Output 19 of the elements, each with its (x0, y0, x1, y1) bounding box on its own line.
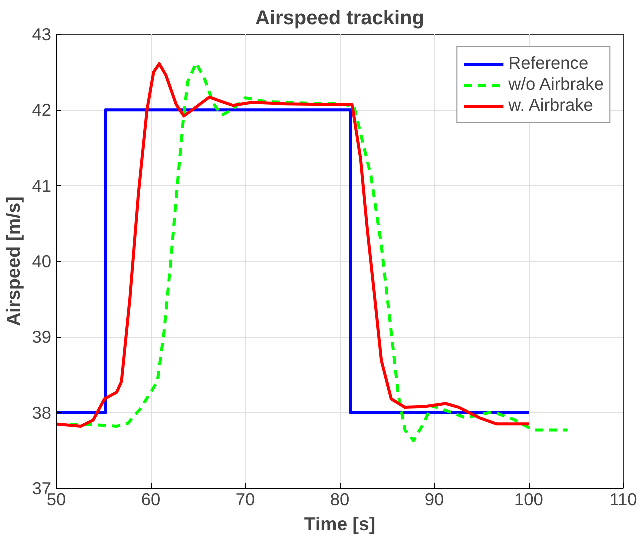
x-axis-title: Time [s] (304, 514, 376, 534)
y-tick-label: 38 (32, 402, 52, 423)
chart-title: Airspeed tracking (256, 8, 424, 30)
x-tick-label: 90 (424, 490, 444, 510)
x-tick-label: 80 (330, 490, 350, 510)
x-tick-label: 60 (141, 490, 161, 510)
y-tick-label: 40 (32, 252, 52, 272)
y-tick-label: 43 (32, 24, 52, 44)
x-tick-label: 70 (236, 490, 256, 510)
y-axis-title: Airspeed [m/s] (3, 196, 24, 326)
x-tick-label: 100 (514, 490, 544, 510)
x-tick-label: 50 (46, 490, 66, 510)
legend-label: w. Airbrake (508, 95, 594, 116)
y-tick-label: 42 (32, 100, 52, 120)
x-tick-label: 110 (610, 490, 638, 510)
y-tick-label: 41 (32, 176, 52, 196)
legend-label: w/o Airbrake (508, 74, 604, 95)
legend-label: Reference (508, 53, 589, 74)
y-tick-label: 39 (32, 327, 52, 348)
